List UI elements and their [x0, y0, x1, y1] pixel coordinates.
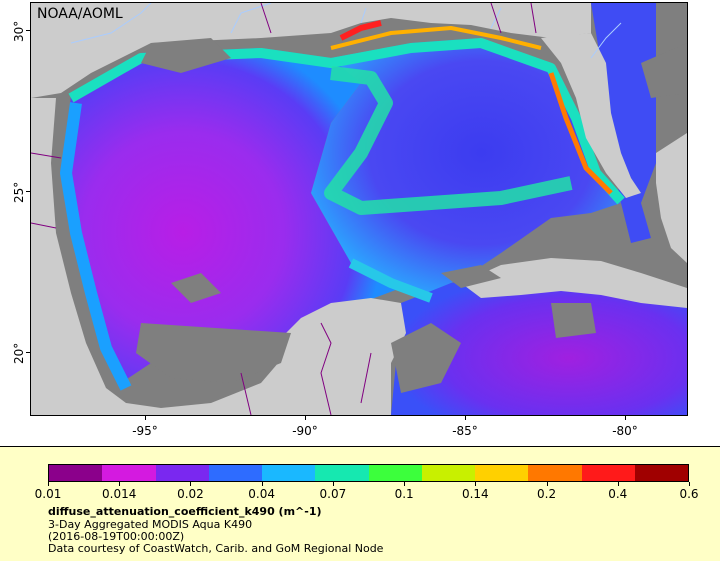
colorbar-tick-label: 0.6: [679, 487, 699, 501]
colorbar-tick-label: 0.02: [177, 487, 204, 501]
colorbar-segment: [208, 465, 262, 481]
colorbar-segment: [528, 465, 582, 481]
colorbar-segment: [262, 465, 316, 481]
atlantic-water: [591, 3, 656, 243]
lon-tickmark: [305, 416, 306, 420]
lon-tick-85: -85°: [452, 424, 478, 438]
loop-current-feature: [324, 66, 573, 215]
colorbar-segment: [421, 465, 475, 481]
caribbean-water: [391, 273, 687, 415]
lon-tickmark: [465, 416, 466, 420]
colorbar-segment: [315, 465, 369, 481]
colorbar-tickmark: [475, 482, 477, 486]
colorbar-segment: [49, 465, 103, 481]
map-credit: NOAA/AOML: [37, 6, 123, 22]
map-panel: NOAA/AOML: [30, 2, 688, 416]
variable-name: diffuse_attenuation_coefficient_k490 (m^…: [48, 505, 322, 518]
coastal-band-mississippi: [339, 20, 382, 41]
legend-panel: diffuse_attenuation_coefficient_k490 (m^…: [0, 446, 720, 561]
florida-shelf-band: [548, 72, 613, 195]
coastal-band-north-inner: [330, 26, 542, 50]
land-florida: [541, 33, 641, 198]
cloud-patches: [136, 38, 687, 393]
colorbar-tick-label: 0.4: [608, 487, 628, 501]
colorbar-tickmark: [48, 482, 49, 486]
colorbar-tick-label: 0.04: [248, 487, 276, 501]
land-cuba: [461, 258, 687, 308]
gulf-west-water: [66, 48, 401, 383]
colorbar-tickmark: [689, 482, 690, 486]
colorbar-segment: [634, 465, 688, 481]
dataset-subtitle: 3-Day Aggregated MODIS Aqua K490: [48, 518, 253, 531]
land-us-gulf-coast: [31, 3, 591, 98]
land-yucatan: [276, 298, 406, 398]
lon-tick-80: -80°: [612, 424, 638, 438]
colorbar-tickmark: [404, 482, 406, 486]
lat-tickmark: [26, 30, 30, 31]
time-stamp: (2016-08-19T00:00:00Z): [48, 530, 185, 543]
colorbar-tick-label: 0.07: [319, 487, 347, 501]
colorbar-segment: [475, 465, 529, 481]
colorbar-tickmark: [190, 482, 192, 486]
colorbar-tickmark: [617, 482, 619, 486]
colorbar-segment: [155, 465, 209, 481]
lat-tick-25: 25°: [12, 181, 26, 203]
colorbar-tickmark: [119, 482, 121, 486]
lon-tickmark: [625, 416, 626, 420]
data-courtesy: Data courtesy of CoastWatch, Carib. and …: [48, 542, 384, 555]
land-bahamas: [656, 133, 687, 263]
colorbar-tick-label: 0.01: [34, 487, 62, 501]
yucatan-channel-band: [348, 258, 433, 303]
colorbar-tick-label: 0.1: [394, 487, 414, 501]
colorbar-tick-label: 0.2: [537, 487, 557, 501]
colorbar-tick-label: 0.14: [461, 487, 489, 501]
western-shelf-band: [60, 102, 132, 391]
lon-tickmark: [145, 416, 146, 420]
colorbar-tickmark: [261, 482, 263, 486]
colorbar-segment: [102, 465, 156, 481]
lat-tickmark: [26, 191, 30, 192]
colorbar-segment: [581, 465, 635, 481]
map-canvas: [31, 3, 687, 415]
political-borders: [31, 3, 537, 415]
colorbar-tickmark: [332, 482, 334, 486]
colorbar-tick-label: 0.014: [102, 487, 137, 501]
lat-tickmark: [26, 352, 30, 353]
lon-tick-90: -90°: [292, 424, 318, 438]
colorbar-tickmark: [546, 482, 548, 486]
lon-tick-95: -95°: [132, 424, 158, 438]
lat-tick-20: 20°: [12, 342, 26, 364]
colorbar-segment: [368, 465, 422, 481]
lat-tick-30: 30°: [12, 20, 26, 42]
colorbar: [48, 464, 689, 482]
